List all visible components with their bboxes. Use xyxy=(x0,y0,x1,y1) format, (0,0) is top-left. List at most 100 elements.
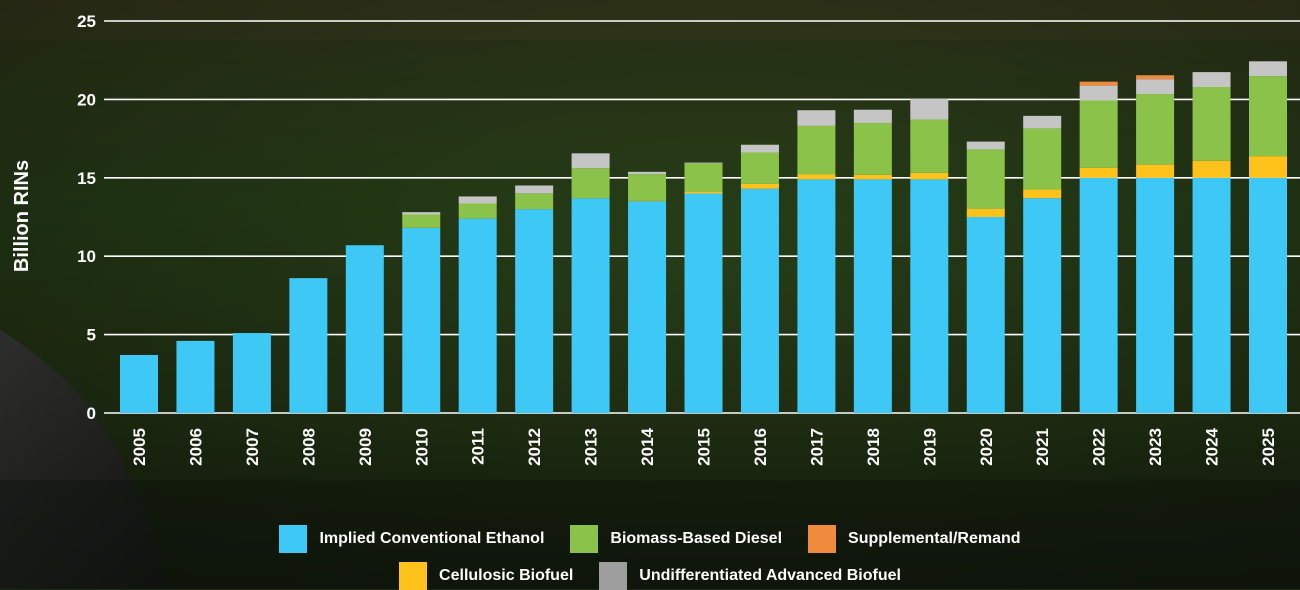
legend-row-2: Cellulosic Biofuel Undifferentiated Adva… xyxy=(0,562,1300,590)
x-tick-label: 2020 xyxy=(977,428,996,466)
x-tick-label: 2015 xyxy=(695,428,714,466)
y-tick-label: 25 xyxy=(77,12,96,31)
bar-segment xyxy=(741,145,779,153)
bar-segment xyxy=(1023,116,1061,129)
bar-segment xyxy=(910,173,948,180)
y-tick-label: 5 xyxy=(87,326,96,345)
legend-swatch-biomass-based-diesel xyxy=(570,525,598,553)
bar-segment xyxy=(967,209,1005,217)
x-tick-label: 2023 xyxy=(1146,428,1165,466)
bar-segment xyxy=(854,110,892,123)
bar-segment xyxy=(797,179,835,413)
bar-segment xyxy=(459,196,497,203)
bar-segment xyxy=(741,184,779,189)
bar-segment xyxy=(967,142,1005,150)
x-tick-label: 2005 xyxy=(130,428,149,466)
bar-segment xyxy=(1023,198,1061,413)
bar-segment xyxy=(685,192,723,194)
bar-segment xyxy=(402,212,440,214)
bar-segment xyxy=(1023,128,1061,189)
legend-label: Undifferentiated Advanced Biofuel xyxy=(639,567,901,585)
x-tick-label: 2010 xyxy=(412,428,431,466)
x-tick-label: 2007 xyxy=(243,428,262,466)
x-tick-label: 2016 xyxy=(751,428,770,466)
y-tick-label: 20 xyxy=(77,90,96,109)
bar-segment xyxy=(402,228,440,413)
bar-segment xyxy=(797,175,835,180)
bar-segment xyxy=(289,278,327,413)
x-tick-label: 2019 xyxy=(920,428,939,466)
bar-segment xyxy=(233,333,271,413)
legend-label: Cellulosic Biofuel xyxy=(439,567,573,585)
legend-swatch-conventional-ethanol xyxy=(279,525,307,553)
bar-segment xyxy=(910,179,948,413)
bar-segment xyxy=(910,99,948,119)
legend-item-supplemental-remand: Supplemental/Remand xyxy=(808,525,1020,553)
x-tick-label: 2006 xyxy=(186,428,205,466)
bar-segment xyxy=(515,209,553,413)
bar-segment xyxy=(515,185,553,193)
legend-label: Implied Conventional Ethanol xyxy=(319,530,544,548)
bar-segment xyxy=(685,163,723,164)
legend-item-biomass-based-diesel: Biomass-Based Diesel xyxy=(570,525,782,553)
bar-segment xyxy=(120,355,158,413)
x-tick-label: 2021 xyxy=(1033,428,1052,466)
bar-segment xyxy=(1249,61,1287,76)
bar-segment xyxy=(628,174,666,201)
x-tick-label: 2017 xyxy=(807,428,826,466)
bar-segment xyxy=(1249,178,1287,413)
bar-segment xyxy=(1136,178,1174,413)
bar-segment xyxy=(1193,87,1231,161)
bar-segment xyxy=(1080,178,1118,413)
bar-segment xyxy=(1249,156,1287,178)
y-tick-label: 0 xyxy=(87,404,96,423)
x-tick-label: 2022 xyxy=(1090,428,1109,466)
bar-segment xyxy=(910,119,948,172)
bar-segment xyxy=(967,149,1005,209)
x-tick-label: 2011 xyxy=(469,428,488,465)
bar-segment xyxy=(1080,168,1118,178)
legend-swatch-cellulosic-biofuel xyxy=(399,562,427,590)
bar-segment xyxy=(1080,82,1118,86)
bar-segment xyxy=(1136,75,1174,79)
x-tick-label: 2018 xyxy=(864,428,883,466)
x-tick-label: 2024 xyxy=(1203,427,1222,465)
bar-segment xyxy=(854,123,892,175)
x-tick-label: 2014 xyxy=(638,427,657,465)
bars xyxy=(120,61,1287,413)
legend-label: Supplemental/Remand xyxy=(848,530,1020,548)
bar-segment xyxy=(515,193,553,209)
x-tick-label: 2013 xyxy=(582,428,601,466)
bar-segment xyxy=(967,217,1005,413)
bar-segment xyxy=(854,179,892,413)
x-tick-label: 2009 xyxy=(356,428,375,466)
bar-segment xyxy=(572,153,610,168)
legend-item-cellulosic-biofuel: Cellulosic Biofuel xyxy=(399,562,573,590)
y-tick-label: 10 xyxy=(77,247,96,266)
bar-segment xyxy=(797,110,835,126)
bar-segment xyxy=(628,201,666,413)
legend-row-1: Implied Conventional Ethanol Biomass-Bas… xyxy=(0,524,1300,554)
y-axis-title: Billion RINs xyxy=(11,160,33,272)
bar-segment xyxy=(1249,76,1287,156)
bar-segment xyxy=(1193,161,1231,178)
bar-segment xyxy=(402,214,440,227)
bar-segment xyxy=(685,193,723,413)
bar-segment xyxy=(854,175,892,180)
bar-segment xyxy=(1023,190,1061,199)
legend-item-undifferentiated-advanced-biofuel: Undifferentiated Advanced Biofuel xyxy=(599,562,901,590)
bar-segment xyxy=(1136,165,1174,178)
bar-segment xyxy=(1193,72,1231,87)
bar-segment xyxy=(459,219,497,413)
bar-segment xyxy=(572,198,610,413)
bar-segment xyxy=(741,189,779,413)
bar-segment xyxy=(459,204,497,219)
bar-segment xyxy=(1080,86,1118,101)
bar-segment xyxy=(628,172,666,174)
bar-segment xyxy=(1080,100,1118,167)
x-tick-label: 2012 xyxy=(525,428,544,466)
bar-segment xyxy=(572,168,610,198)
x-tick-label: 2025 xyxy=(1259,428,1278,466)
